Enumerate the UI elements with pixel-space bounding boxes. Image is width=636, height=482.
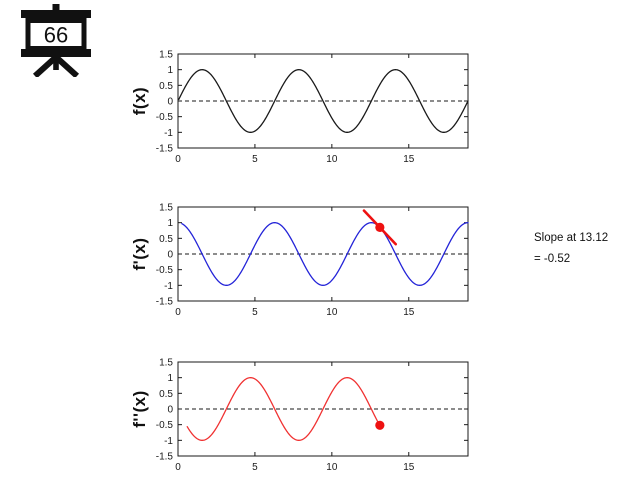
subplot-f-chart: 0 5 10 15 1.5 1 0.5 0 -0.5 -1 -1.5 (156, 50, 469, 165)
current-point-marker (375, 222, 385, 232)
screen-left-leg (32, 54, 59, 79)
y-tick-label: 0.5 (159, 81, 173, 92)
y-tick-label: -0.5 (156, 112, 174, 123)
subplot-f-double-prime-chart: 0 5 10 15 1.5 1 0.5 0 -0.5 -1 -1.5 (156, 358, 469, 473)
y-tick-label: -1.5 (156, 452, 174, 463)
y-tick-label: -1.5 (156, 297, 174, 308)
y-tick-label: 1.5 (159, 50, 173, 61)
subplot-f-prime-chart: 0 5 10 15 1.5 1 0.5 0 -0.5 -1 -1.5 (156, 203, 469, 318)
x-tick-label: 10 (326, 462, 338, 473)
screen-right-leg (53, 54, 80, 79)
x-tick-label: 10 (326, 154, 338, 165)
screen-center-leg (53, 57, 59, 70)
y-tick-label: -1.5 (156, 144, 174, 155)
screen-bottom-bar (21, 49, 91, 57)
y-tick-label: -0.5 (156, 420, 174, 431)
x-tick-label: 15 (403, 462, 415, 473)
x-tick-label: 5 (252, 154, 258, 165)
y-tick-label: -0.5 (156, 265, 174, 276)
curve-f-double-prime (186, 377, 381, 441)
x-tick-label: 0 (175, 154, 181, 165)
y-tick-label: 1 (167, 373, 173, 384)
y-tick-label: -1 (164, 281, 173, 292)
y-tick-label: 0 (167, 405, 173, 416)
screen-panel (25, 18, 87, 51)
x-tick-label: 15 (403, 154, 415, 165)
curve-f (178, 69, 469, 133)
screen-knob (52, 4, 60, 11)
y-tick-label: 1 (167, 65, 173, 76)
y-tick-label: -1 (164, 436, 173, 447)
current-point-marker (375, 420, 385, 430)
y-tick-label: 1.5 (159, 358, 173, 369)
x-tick-label: 0 (175, 462, 181, 473)
y-tick-label: 0 (167, 250, 173, 261)
slope-annotation-line2: = -0.52 (534, 253, 571, 265)
x-tick-label: 10 (326, 307, 338, 318)
presentation-screen-icon-svg: 66 (21, 4, 91, 79)
x-tick-label: 5 (252, 462, 258, 473)
y-tick-label: -1 (164, 128, 173, 139)
y-tick-label: 1 (167, 218, 173, 229)
y-tick-label: 1.5 (159, 203, 173, 214)
slope-annotation: Slope at 13.12 = -0.52 (534, 228, 608, 270)
x-tick-label: 15 (403, 307, 415, 318)
x-tick-label: 5 (252, 307, 258, 318)
x-tick-label: 0 (175, 307, 181, 318)
slide-number: 66 (44, 23, 68, 48)
presentation-screen-icon: 66 (21, 4, 91, 79)
y-tick-label: 0.5 (159, 234, 173, 245)
y-tick-label: 0.5 (159, 389, 173, 400)
screen-top-bar (21, 10, 91, 18)
y-tick-label: 0 (167, 97, 173, 108)
slope-annotation-line1: Slope at 13.12 (534, 232, 609, 244)
curve-f-prime (181, 222, 469, 286)
